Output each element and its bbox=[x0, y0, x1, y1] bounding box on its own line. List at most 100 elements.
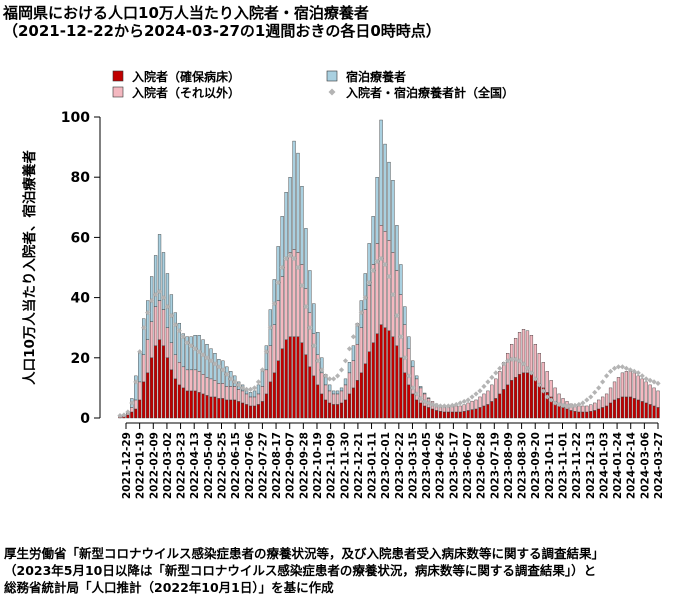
national-total-point bbox=[592, 389, 598, 396]
national-total-point bbox=[635, 370, 641, 376]
national-total-point bbox=[354, 322, 360, 328]
bar-hospital-other bbox=[185, 369, 189, 392]
legend-swatch bbox=[326, 70, 338, 82]
national-total-point bbox=[485, 379, 491, 385]
bar-lodging bbox=[157, 234, 162, 301]
national-total-point bbox=[425, 400, 432, 406]
bar-lodging bbox=[387, 161, 391, 241]
x-tick-label: 2022-05-25 bbox=[216, 432, 228, 499]
legend-label: 入院者（それ以外） bbox=[132, 85, 240, 100]
x-tick-label: 2023-04-05 bbox=[421, 432, 433, 499]
x-tick-label: 2022-02-09 bbox=[148, 432, 160, 499]
bar-hospital-other bbox=[233, 386, 237, 401]
bar-hospital-secured bbox=[272, 372, 276, 419]
bar-hospital-other bbox=[640, 378, 644, 402]
national-total-point bbox=[457, 400, 463, 406]
bar-hospital-other bbox=[517, 332, 522, 375]
x-tick-label: 2022-12-21 bbox=[353, 432, 365, 499]
national-total-point bbox=[615, 364, 622, 370]
bar-hospital-secured bbox=[407, 384, 411, 419]
national-total-point bbox=[410, 385, 416, 391]
bar-hospital-other bbox=[656, 390, 660, 408]
bar-hospital-other bbox=[474, 399, 478, 410]
bar-hospital-other bbox=[240, 390, 245, 404]
national-total-point bbox=[536, 382, 542, 388]
bar-hospital-other bbox=[284, 258, 288, 340]
bar-lodging bbox=[165, 273, 170, 328]
national-total-point bbox=[568, 403, 574, 409]
national-total-point bbox=[588, 394, 594, 400]
national-total-point bbox=[473, 391, 479, 397]
x-tick-label: 2022-09-07 bbox=[285, 432, 297, 499]
bar-hospital-other bbox=[395, 270, 399, 346]
bar-hospital-secured bbox=[411, 393, 415, 419]
bar-hospital-secured bbox=[201, 393, 205, 419]
bar-hospital-secured bbox=[419, 402, 423, 419]
bar-hospital-other bbox=[367, 285, 371, 352]
bar-lodging bbox=[252, 390, 257, 398]
bar-hospital-secured bbox=[624, 396, 629, 419]
bar-lodging bbox=[399, 264, 403, 295]
national-total-point bbox=[342, 358, 349, 364]
bar-hospital-other bbox=[521, 329, 526, 374]
chart-plot: 0 20 40 60 80 100 人口10万人当たり入院者、宿泊療養者 2021-12-29… bbox=[21, 69, 665, 499]
bar-lodging bbox=[328, 384, 332, 392]
x-tick-label: 2024-01-24 bbox=[612, 432, 624, 499]
y-tick-label: 80 bbox=[71, 170, 91, 186]
x-tick-label: 2024-03-27 bbox=[653, 432, 665, 499]
x-tick-label: 2023-07-19 bbox=[489, 432, 501, 499]
bar-hospital-secured bbox=[616, 398, 621, 419]
national-total-point bbox=[619, 364, 626, 370]
bar-hospital-other bbox=[541, 362, 545, 389]
bar-hospital-secured bbox=[213, 396, 217, 419]
bar-hospital-secured bbox=[573, 411, 577, 419]
bar-hospital-secured bbox=[422, 405, 427, 419]
bar-hospital-secured bbox=[399, 357, 403, 419]
bar-hospital-other bbox=[407, 348, 411, 386]
bar-lodging bbox=[422, 392, 427, 395]
x-tick-label: 2022-07-27 bbox=[257, 432, 269, 499]
bar-hospital-secured bbox=[268, 381, 272, 419]
national-total-point bbox=[117, 412, 123, 419]
legend-label: 入院者・宿泊療養者計（全国） bbox=[346, 85, 514, 100]
x-tick-label: 2022-10-19 bbox=[312, 432, 324, 499]
bar-hospital-secured bbox=[589, 411, 593, 419]
bar-lodging bbox=[292, 140, 296, 250]
bar-hospital-other bbox=[138, 381, 142, 401]
bar-lodging bbox=[181, 333, 185, 368]
bar-hospital-other bbox=[339, 390, 344, 404]
bar-hospital-secured bbox=[565, 408, 569, 419]
bar-hospital-other bbox=[628, 371, 632, 398]
national-total-point bbox=[406, 373, 412, 379]
x-tick-label: 2024-03-06 bbox=[639, 432, 651, 499]
bar-hospital-secured bbox=[146, 372, 150, 419]
bar-hospital-secured bbox=[252, 405, 257, 419]
bar-hospital-secured bbox=[620, 396, 625, 419]
bar-hospital-secured bbox=[636, 399, 640, 419]
national-total-point bbox=[544, 394, 550, 400]
bar-hospital-secured bbox=[237, 401, 241, 419]
bar-hospital-other bbox=[537, 353, 541, 384]
bar-hospital-secured bbox=[316, 384, 320, 419]
national-total-point bbox=[639, 373, 645, 379]
national-total-point bbox=[370, 267, 376, 274]
national-total-point bbox=[259, 367, 266, 373]
x-tick-label: 2023-11-22 bbox=[571, 432, 583, 499]
x-tick-label: 2023-03-15 bbox=[407, 432, 419, 499]
bar-hospital-other bbox=[581, 405, 585, 413]
bar-lodging bbox=[375, 176, 379, 244]
x-tick-label: 2023-08-09 bbox=[503, 432, 515, 499]
bar-hospital-other bbox=[482, 393, 486, 407]
bar-hospital-other bbox=[612, 381, 617, 401]
bar-hospital-other bbox=[146, 339, 150, 374]
bar-lodging bbox=[335, 390, 340, 395]
bar-lodging bbox=[213, 353, 217, 381]
bar-hospital-other bbox=[379, 225, 383, 325]
bar-hospital-other bbox=[197, 371, 201, 393]
bar-hospital-other bbox=[276, 300, 280, 362]
bar-hospital-secured bbox=[426, 407, 431, 419]
bar-hospital-secured bbox=[513, 377, 518, 419]
bar-hospital-other bbox=[486, 390, 490, 405]
legend-point bbox=[328, 88, 336, 96]
bar-hospital-secured bbox=[395, 345, 399, 419]
